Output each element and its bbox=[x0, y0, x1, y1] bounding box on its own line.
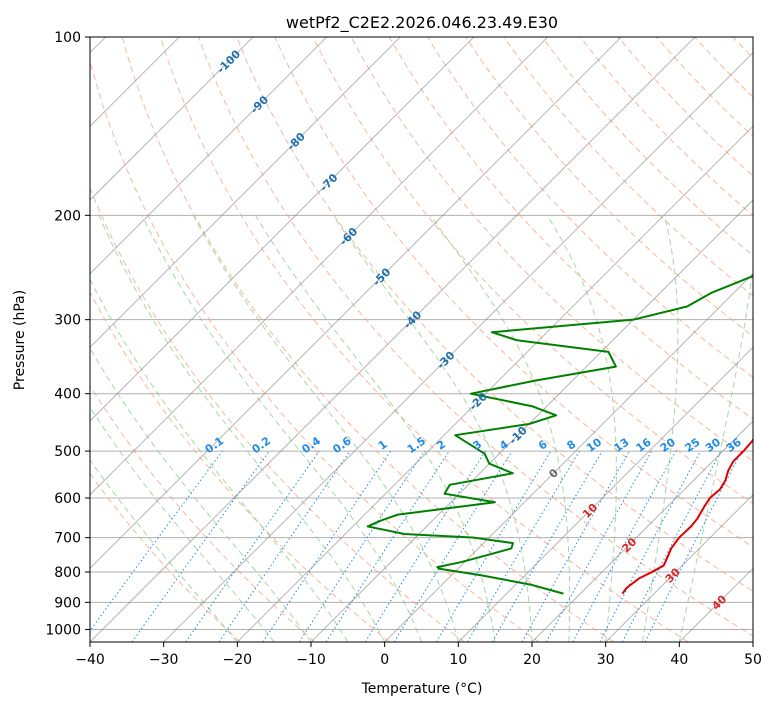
y-tick-label: 200 bbox=[54, 208, 81, 224]
mixing-ratio-line bbox=[325, 450, 450, 642]
y-tick-label: 400 bbox=[54, 387, 81, 403]
isotherm-line bbox=[90, 37, 327, 275]
axis-ticks: −40 −30 −20 −10 0 10 20 30 40 50 100 200 300 400 500 60… bbox=[45, 30, 762, 668]
dry-adiabat bbox=[388, 37, 753, 420]
mixing-ratio-line bbox=[545, 450, 653, 642]
x-tick-label: −30 bbox=[149, 652, 179, 668]
isotherm-line bbox=[384, 273, 753, 642]
isotherm-line bbox=[605, 494, 753, 642]
y-tick-label: 800 bbox=[54, 565, 81, 581]
plot-area bbox=[90, 37, 753, 642]
moist-adiabat bbox=[642, 215, 679, 642]
y-tick-label: 600 bbox=[54, 491, 81, 507]
y-tick-label: 500 bbox=[54, 444, 81, 460]
mixing-ratio-line bbox=[393, 450, 513, 642]
x-tick-label: −10 bbox=[296, 652, 326, 668]
dry-adiabat bbox=[90, 472, 241, 642]
x-tick-label: −40 bbox=[75, 652, 105, 668]
dry-adiabat bbox=[121, 37, 614, 642]
isotherm-line bbox=[90, 37, 475, 422]
dry-adiabat bbox=[312, 37, 753, 505]
y-tick-label: 1000 bbox=[45, 622, 81, 638]
y-tick-label: 700 bbox=[54, 531, 81, 547]
moist-adiabat bbox=[90, 406, 275, 642]
dewpoint-profile bbox=[366, 275, 753, 595]
mixing-ratio-line bbox=[131, 450, 270, 642]
x-tick-label: 10 bbox=[449, 652, 467, 668]
mixing-ratio-line bbox=[298, 450, 425, 642]
chart-title: wetPf2_C2E2.2026.046.23.49.E30 bbox=[286, 13, 558, 33]
mixing-ratio-line bbox=[218, 450, 351, 642]
dry-adiabat bbox=[503, 37, 753, 297]
dry-adiabat bbox=[350, 37, 753, 462]
dry-adiabat bbox=[236, 37, 753, 592]
temperature-profile bbox=[621, 437, 753, 595]
mixing-ratio-line bbox=[185, 450, 320, 642]
isotherm-line bbox=[163, 52, 753, 642]
isotherm-line bbox=[458, 346, 753, 642]
dry-adiabat bbox=[159, 37, 689, 642]
moist-adiabat bbox=[90, 347, 312, 642]
dry-adiabat bbox=[465, 37, 753, 337]
mixing-ratio-line bbox=[644, 450, 743, 642]
moist-adiabat bbox=[546, 215, 617, 642]
isotherm-line bbox=[531, 420, 753, 642]
dry-adiabat bbox=[90, 59, 540, 642]
x-tick-label: 40 bbox=[670, 652, 688, 668]
isotherm-line bbox=[237, 125, 753, 642]
x-tick-label: 50 bbox=[744, 652, 762, 668]
y-axis-label: Pressure (hPa) bbox=[12, 290, 28, 390]
y-tick-label: 300 bbox=[54, 313, 81, 329]
plot-frame bbox=[89, 36, 754, 643]
moist-adiabat bbox=[429, 215, 571, 642]
x-tick-label: 0 bbox=[380, 652, 389, 668]
moist-adiabat bbox=[141, 215, 422, 642]
x-tick-label: 20 bbox=[523, 652, 541, 668]
isotherm-line bbox=[90, 37, 548, 496]
y-tick-label: 900 bbox=[54, 595, 81, 611]
moist-adiabat bbox=[332, 215, 533, 642]
moist-adiabat bbox=[90, 459, 238, 642]
isotherm-line bbox=[310, 199, 753, 642]
x-tick-label: 30 bbox=[597, 652, 615, 668]
moist-adiabat bbox=[678, 263, 753, 642]
dry-adiabat bbox=[90, 291, 390, 642]
isotherm-line bbox=[90, 37, 401, 348]
x-axis-label: Temperature (°C) bbox=[361, 681, 483, 697]
moist-adiabat bbox=[98, 215, 386, 642]
moist-adiabat bbox=[192, 215, 459, 642]
mixing-ratio-line bbox=[90, 450, 223, 632]
dry-adiabat bbox=[426, 37, 753, 378]
isotherm-line bbox=[90, 37, 622, 569]
mixing-ratio-line bbox=[262, 450, 392, 642]
dry-adiabat bbox=[90, 384, 316, 642]
mixing-ratio-line bbox=[521, 450, 630, 642]
mixing-ratio-line bbox=[572, 450, 677, 642]
y-tick-label: 100 bbox=[54, 30, 81, 46]
x-tick-label: −20 bbox=[223, 652, 253, 668]
dry-adiabat bbox=[274, 37, 753, 548]
dry-adiabat bbox=[90, 186, 465, 642]
isotherm-line bbox=[90, 37, 696, 642]
isotherm-line bbox=[90, 37, 254, 201]
